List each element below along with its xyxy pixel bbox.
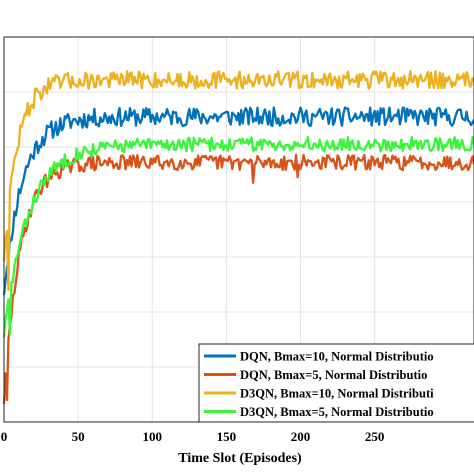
x-tick-label: 200 [291,429,311,444]
x-tick-labels: 0 50 100 150 200 250 [1,429,385,444]
x-tick-label: 100 [143,429,163,444]
legend-box [198,343,474,423]
series-lines [2,69,474,404]
x-axis-label: Time Slot (Episodes) [178,451,302,466]
legend-entry-label: DQN, Bmax=5, Normal Distributio [240,368,427,382]
series-line [2,135,474,338]
series-line [2,69,474,292]
series-line [2,106,474,296]
x-tick-label: 250 [365,429,385,444]
legend: DQN, Bmax=10, Normal Distributio DQN, Bma… [198,343,474,423]
legend-entry-label: D3QN, Bmax=5, Normal Distributio [240,405,434,419]
x-tick-label: 0 [1,429,8,444]
x-tick-label: 50 [72,429,85,444]
legend-entry-label: DQN, Bmax=10, Normal Distributio [240,350,434,364]
x-tick-label: 150 [217,429,237,444]
series-line [2,153,474,404]
legend-entry-label: D3QN, Bmax=10, Normal Distributi [240,387,434,401]
